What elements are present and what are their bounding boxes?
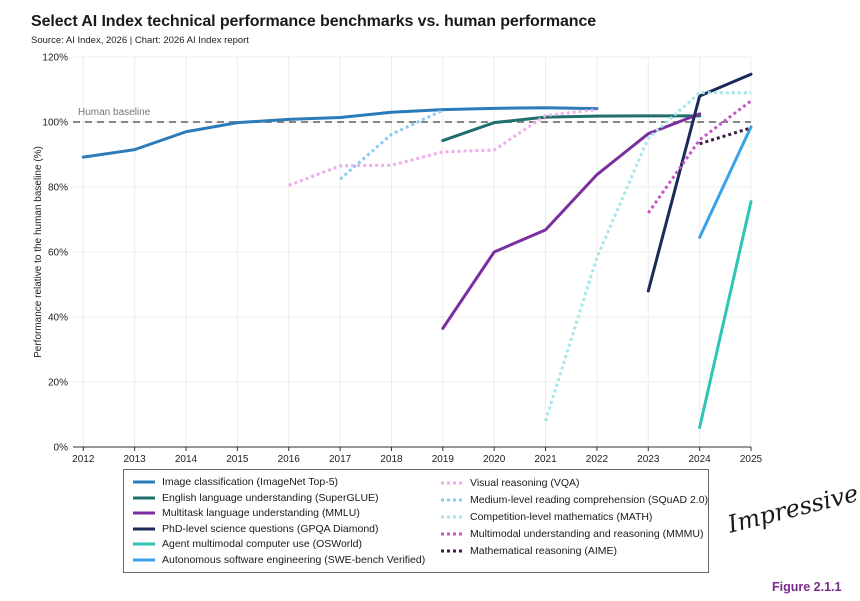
x-tick-label: 2014 <box>175 454 198 465</box>
y-tick-label: 100% <box>42 118 68 129</box>
y-axis-label: Performance relative to the human baseli… <box>33 146 44 358</box>
y-tick-label: 120% <box>42 53 68 64</box>
legend-item: English language understanding (SuperGLU… <box>132 491 422 506</box>
line-chart: 0% 20% 40% 60% 80% 100% 120% 2012 2013 2014 2015 20… <box>33 53 763 466</box>
x-tick-label: 2017 <box>329 454 352 465</box>
legend-label: Multitask language understanding (MMLU) <box>162 507 360 520</box>
legend-item: Multitask language understanding (MMLU) <box>132 506 422 521</box>
y-tick-label: 20% <box>48 378 68 389</box>
series-line-8 <box>339 108 444 181</box>
legend-item: PhD-level science questions (GPQA Diamon… <box>132 522 422 537</box>
legend-swatch <box>133 527 155 531</box>
chart-title: Select AI Index technical performance be… <box>31 13 597 30</box>
chart-source: Source: AI Index, 2026 | Chart: 2026 AI … <box>31 35 249 46</box>
y-tick-label: 0% <box>54 443 69 454</box>
y-tick-label: 40% <box>48 313 68 324</box>
x-tick-label: 2023 <box>637 454 660 465</box>
series-line-5 <box>698 200 753 429</box>
y-tick-label: 60% <box>48 248 68 259</box>
x-tick-label: 2022 <box>586 454 609 465</box>
legend-label: Multimodal understanding and reasoning (… <box>470 528 704 540</box>
series-line-10 <box>647 99 752 214</box>
legend-label: Competition-level mathematics (MATH) <box>470 511 653 523</box>
x-tick-label: 2018 <box>380 454 403 465</box>
y-tick-label: 80% <box>48 183 68 194</box>
chart-legend: Image classification (ImageNet Top-5) Eng… <box>123 469 709 573</box>
x-tick-label: 2019 <box>432 454 455 465</box>
legend-swatch <box>133 511 155 515</box>
legend-label: Medium-level reading comprehension (SQuA… <box>470 494 709 506</box>
legend-item: Image classification (ImageNet Top-5) <box>132 475 422 490</box>
x-tick-label: 2025 <box>740 454 763 465</box>
x-tick-label: 2015 <box>226 454 249 465</box>
x-tick-label: 2024 <box>689 454 712 465</box>
legend-column-right: Visual reasoning (VQA) Medium-level readi… <box>440 475 708 567</box>
x-tick-label: 2020 <box>483 454 506 465</box>
legend-label: Visual reasoning (VQA) <box>470 477 580 489</box>
legend-swatch <box>441 532 463 536</box>
legend-label: Agent multimodal computer use (OSWorld) <box>162 538 362 551</box>
series-line-3 <box>441 112 702 330</box>
legend-swatch <box>441 481 463 485</box>
series-line-9 <box>544 91 751 422</box>
series-line-1 <box>81 106 599 159</box>
legend-item: Medium-level reading comprehension (SQuA… <box>440 492 708 508</box>
x-tick-label: 2016 <box>278 454 301 465</box>
series-line-11 <box>699 126 752 146</box>
legend-item: Agent multimodal computer use (OSWorld) <box>132 537 422 552</box>
legend-item: Competition-level mathematics (MATH) <box>440 509 708 525</box>
series-line-6 <box>698 125 753 239</box>
legend-item: Mathematical reasoning (AIME) <box>440 543 708 559</box>
legend-swatch <box>441 549 463 553</box>
handwritten-note: Impressive ! <box>724 475 858 534</box>
legend-swatch <box>133 542 155 546</box>
legend-label: Image classification (ImageNet Top-5) <box>162 476 339 489</box>
x-tick-label: 2013 <box>124 454 147 465</box>
legend-label: English language understanding (SuperGLU… <box>162 491 379 504</box>
series-line-2 <box>441 114 702 143</box>
series-line-4 <box>646 72 753 293</box>
legend-swatch <box>441 515 463 519</box>
legend-column-left: Image classification (ImageNet Top-5) Eng… <box>132 475 426 568</box>
figure-label: Figure 2.1.1 <box>772 580 842 594</box>
legend-swatch <box>133 558 155 562</box>
legend-swatch <box>133 496 155 500</box>
legend-label: Autonomous software engineering (SWE-ben… <box>162 553 426 566</box>
legend-item: Autonomous software engineering (SWE-ben… <box>132 553 426 568</box>
legend-item: Multimodal understanding and reasoning (… <box>440 526 708 542</box>
legend-item: Visual reasoning (VQA) <box>440 475 708 491</box>
legend-swatch <box>133 480 155 484</box>
x-tick-label: 2012 <box>72 454 95 465</box>
series-line-7 <box>288 108 598 187</box>
legend-swatch <box>441 498 463 502</box>
human-baseline-label: Human baseline <box>78 107 151 118</box>
handwritten-note-text: Impressive ! <box>724 475 858 534</box>
legend-label: PhD-level science questions (GPQA Diamon… <box>162 522 379 535</box>
x-tick-label: 2021 <box>534 454 557 465</box>
legend-label: Mathematical reasoning (AIME) <box>470 545 618 557</box>
